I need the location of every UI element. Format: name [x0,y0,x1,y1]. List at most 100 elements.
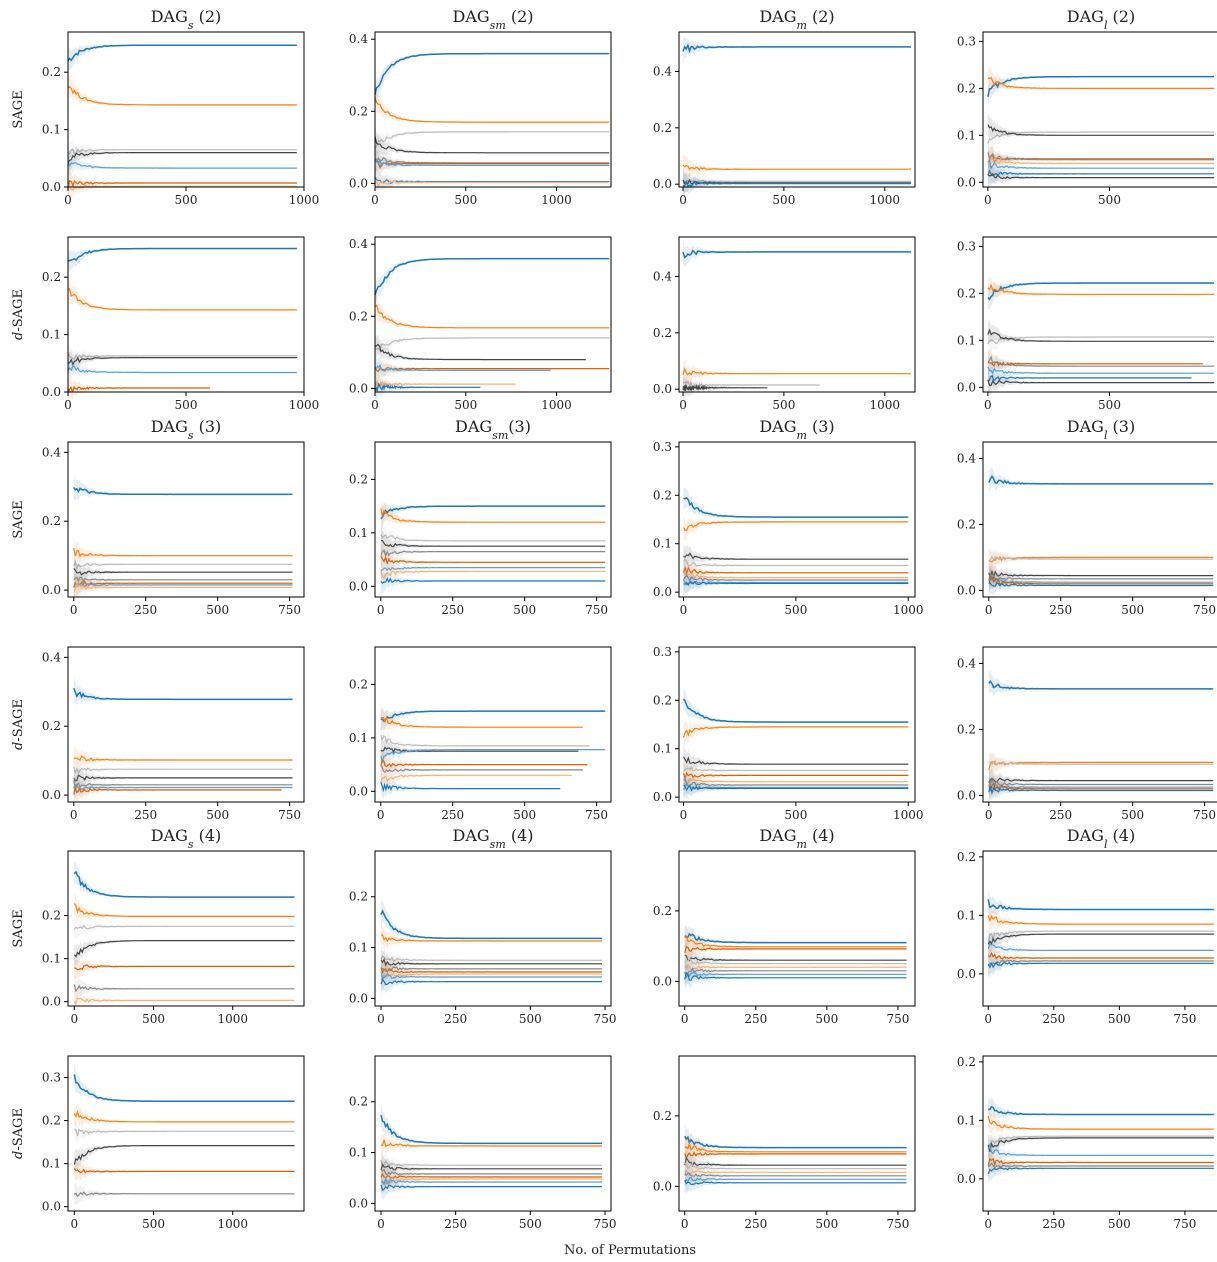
panel-ylabel: d-SAGE [11,699,26,750]
y-tick-label: 0.2 [957,850,976,864]
y-tick-label: 0.0 [653,585,672,599]
y-tick-label: 0.2 [957,517,976,531]
y-tick-label: 0.0 [653,790,672,804]
ci-band [74,917,295,941]
ci-band [987,368,1215,396]
y-tick-label: 0.0 [349,381,368,395]
series-line [987,282,1215,301]
ci-band [683,486,909,518]
series-line [988,680,1214,690]
series-line [380,1163,602,1171]
series-line [380,759,588,768]
y-tick-label: 0.0 [42,180,61,194]
series-line [374,382,481,393]
series-line [987,131,1215,144]
series-line [380,539,606,548]
x-tick-label: 0 [70,603,78,617]
series-line [988,760,1214,766]
y-tick-label: 0.0 [349,784,368,798]
series-line [987,1135,1214,1147]
series-line [73,903,295,918]
series-line [684,1141,907,1153]
series-line [73,780,293,791]
y-tick-label: 0.2 [42,270,61,284]
series-line [683,778,909,788]
axes-frame [982,31,1217,188]
series-line [987,961,1214,969]
ci-band [988,671,1214,696]
ci-band [988,548,1214,572]
x-tick-label: 0 [984,398,992,412]
series-line [374,157,610,168]
x-tick-label: 500 [513,603,536,617]
y-tick-label: 0.0 [957,788,976,802]
ci-band [684,924,907,948]
series-line [380,1168,602,1177]
ci-band [74,861,295,898]
series-line [987,1162,1214,1169]
series-line [380,1173,602,1179]
y-tick-label: 0.2 [957,81,976,95]
series-line [380,748,606,764]
panel-5-4: 0 250 500 750 0.0 0.1 0.2 DAGl (4) [957,826,1217,1026]
axes-frame [678,236,916,393]
y-tick-label: 0.3 [957,239,976,253]
series-line [374,380,516,388]
series-line [67,44,297,62]
x-tick-label: 750 [585,808,608,822]
series-line [988,761,1214,771]
ci-band [380,570,606,594]
series-line [374,156,610,164]
ci-band [988,467,1214,495]
axes-frame [67,850,305,1007]
series-line [987,76,1215,90]
x-tick-label: 0 [985,808,993,822]
series-line [987,959,1214,967]
y-tick-label: 0.2 [349,472,368,486]
ci-band [74,1156,295,1181]
panel-1-2: 0 500 1000 0.0 0.2 0.4 DAGsm (2) [349,7,612,207]
panel-2-4: 0 500 0.0 0.1 0.2 0.3 [957,236,1217,412]
y-tick-label: 0.1 [653,742,672,756]
axes-frame [982,646,1217,803]
x-tick-label: 500 [206,603,229,617]
ci-band [68,247,297,273]
ci-band [74,1144,295,1177]
x-tick-label: 1000 [217,1217,248,1231]
series-line [682,521,909,532]
series-line [375,337,610,352]
ci-band [381,969,602,996]
panel-1-3: 0 500 1000 0.0 0.2 0.4 DAGm (2) [653,7,916,207]
axes-frame [67,31,305,188]
series-line [374,366,610,373]
ci-band [988,1097,1214,1121]
y-tick-label: 0.2 [42,719,61,733]
x-tick-label: 500 [1108,1012,1131,1026]
series-line [988,581,1214,587]
axes-frame [982,441,1217,598]
series-line [987,914,1214,925]
panel-1-1: 0 500 1000 0.0 0.1 0.2 DAGs (2) SAGE [11,7,319,207]
series-line [374,96,610,123]
series-line [988,474,1214,485]
series-line [683,580,909,586]
y-tick-label: 0.1 [349,526,368,540]
series-line [988,577,1214,585]
ci-band [987,66,1215,93]
series-line [684,932,907,944]
ci-band [68,357,297,382]
series-line [987,943,1214,952]
series-line [67,85,297,106]
y-tick-label: 0.2 [349,890,368,904]
y-tick-label: 0.2 [653,121,672,135]
axes-frame [67,1055,305,1212]
x-tick-label: 750 [1193,808,1216,822]
x-tick-label: 500 [519,1012,542,1026]
series-line [684,1161,907,1170]
series-line [683,558,909,567]
series-line [380,577,606,584]
series-line [987,379,1215,387]
series-line [684,1172,907,1178]
series-line [73,754,293,762]
ci-band [988,887,1214,918]
